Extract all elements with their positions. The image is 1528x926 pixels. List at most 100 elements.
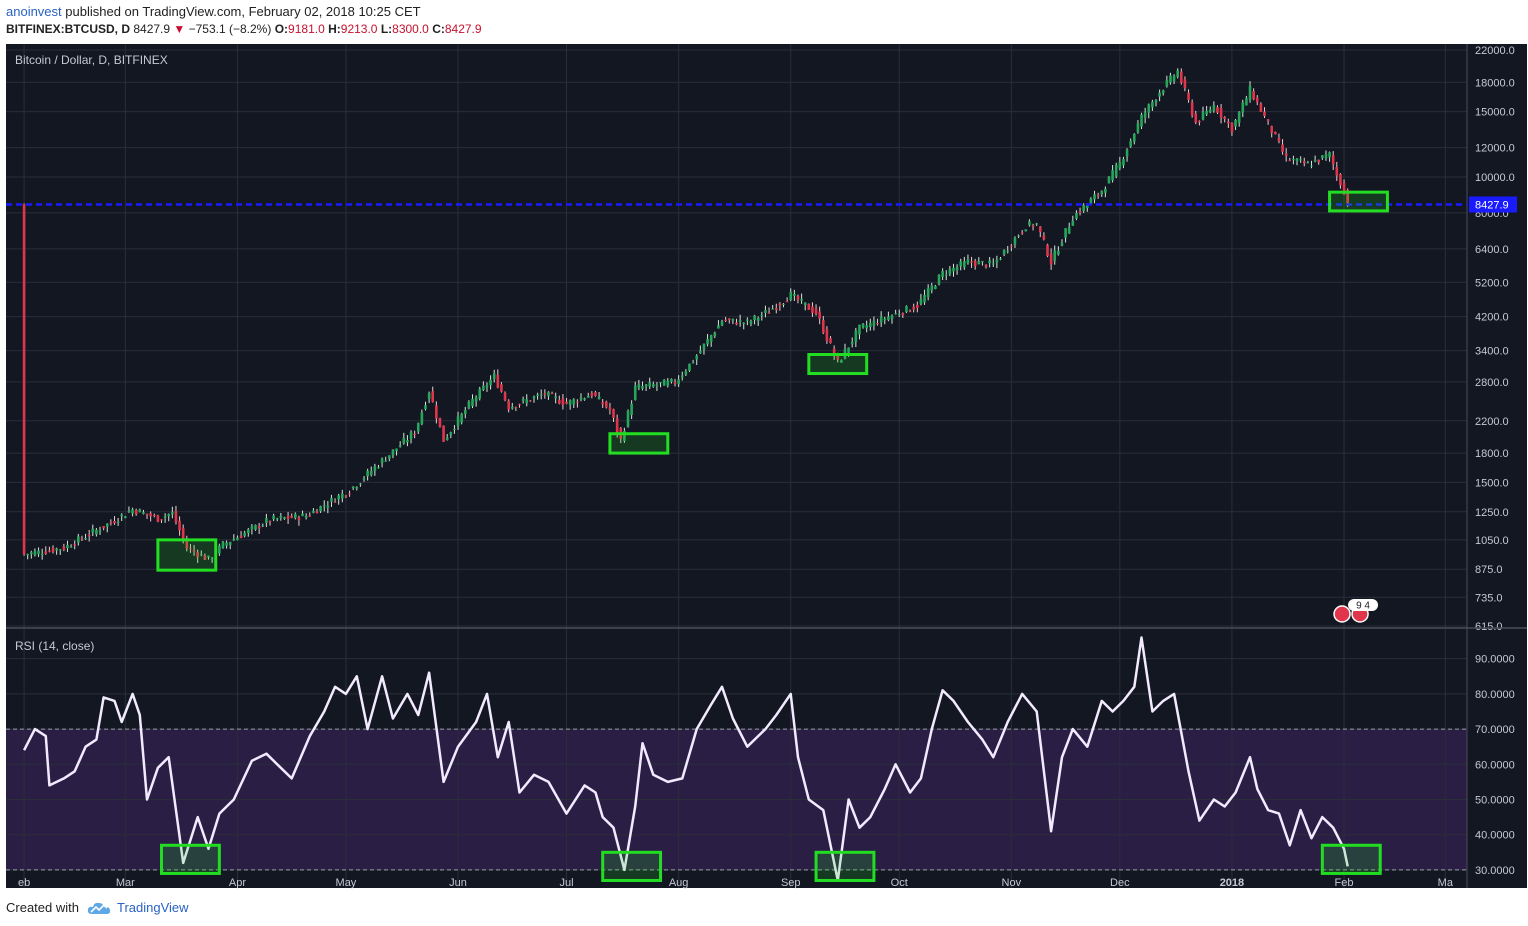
candle-body <box>1107 176 1111 184</box>
tradingview-brand[interactable]: TradingView <box>87 900 189 915</box>
candle-body <box>163 516 167 518</box>
candle-body <box>981 261 984 263</box>
candle-body <box>724 319 727 321</box>
candle-body <box>1075 212 1078 219</box>
candle-body <box>312 510 315 513</box>
candle-body <box>764 310 767 313</box>
rsi-line <box>22 636 1349 882</box>
candle-body <box>919 299 923 304</box>
high-label: H: <box>328 22 341 36</box>
candle-body <box>1006 250 1010 252</box>
candle-body <box>749 320 753 324</box>
candle-body <box>608 407 612 411</box>
candle-body <box>1129 140 1132 147</box>
candle-body <box>829 338 832 344</box>
candle-body <box>1194 113 1198 123</box>
candle-body <box>872 320 876 327</box>
candle-body <box>1317 159 1321 163</box>
rsi-tick-label: 60.0000 <box>1475 759 1515 771</box>
candle-body <box>359 483 362 485</box>
candle-body <box>1118 161 1122 169</box>
candle-body <box>1136 123 1140 133</box>
candle-body <box>1042 235 1046 240</box>
price-rsi-chart[interactable]: eb Mar Apr May Jun Jul Aug Sep Oct Nov Dec 2018 Feb M… <box>0 42 1528 894</box>
candle-body <box>366 470 369 477</box>
candle-body <box>1085 203 1089 208</box>
candle-body <box>445 437 449 440</box>
candle-body <box>124 516 127 519</box>
candle-body <box>1020 232 1024 234</box>
price-tick-label: 2800.0 <box>1475 377 1509 389</box>
price-pane-title: Bitcoin / Dollar, D, BITFINEX <box>15 53 168 67</box>
candle-body <box>362 478 366 480</box>
candle-body <box>420 412 424 424</box>
price-tick-label: 2200.0 <box>1475 416 1509 428</box>
candle-body <box>1067 227 1071 234</box>
candle-body <box>539 394 543 396</box>
x-tick-label: Aug <box>669 877 689 889</box>
candle-body <box>659 382 662 384</box>
candle-body <box>1201 112 1205 120</box>
candle-body <box>1010 245 1013 247</box>
price-tick-label: 875.0 <box>1475 564 1503 576</box>
candle-body <box>1038 226 1042 233</box>
candle-body <box>44 551 48 554</box>
author-link[interactable]: anoinvest <box>6 4 62 19</box>
rsi-highlight-box <box>601 850 663 882</box>
candle-body <box>1172 75 1176 82</box>
candle-body <box>709 335 713 342</box>
x-tick-label: Jun <box>449 877 467 889</box>
candle-body <box>1270 126 1274 133</box>
candle-body <box>149 513 152 517</box>
price-tick-label: 15000.0 <box>1475 107 1515 119</box>
candle-body <box>207 555 210 558</box>
candle-body <box>1281 144 1284 152</box>
candle-body <box>1122 158 1125 166</box>
candle-body <box>680 375 684 378</box>
candle-body <box>492 373 496 380</box>
candle-body <box>1169 75 1172 83</box>
candle-body <box>897 314 901 316</box>
candle-body <box>576 401 579 403</box>
candle-body <box>688 363 691 371</box>
candle-body <box>279 515 283 518</box>
candle-body <box>69 546 73 548</box>
candle-body <box>1064 228 1067 238</box>
candle-body <box>1111 170 1114 181</box>
candle-body <box>901 313 905 316</box>
candle-body <box>1161 90 1165 94</box>
candle-body <box>1288 160 1292 162</box>
last-value: 8427.9 <box>133 22 171 36</box>
candle-body <box>601 402 604 405</box>
candle-body <box>507 400 510 410</box>
rsi-tick-label: 40.0000 <box>1475 830 1515 842</box>
candle-body <box>883 318 887 320</box>
candle-body <box>1151 101 1154 108</box>
candle-body <box>369 470 373 476</box>
candle-body <box>782 303 785 305</box>
rsi-pane-title: RSI (14, close) <box>15 639 94 653</box>
candle-body <box>503 392 507 401</box>
candle-body <box>1324 154 1328 159</box>
candle-body <box>525 399 529 404</box>
rsi-tick-label: 50.0000 <box>1475 794 1515 806</box>
candle-body <box>290 515 293 518</box>
candle-body <box>894 313 897 315</box>
candle-body <box>286 516 290 519</box>
candle-body <box>876 323 879 325</box>
candle-body <box>1096 194 1100 196</box>
open-label: O: <box>274 22 289 36</box>
candle-body <box>550 393 554 395</box>
candle-body <box>254 524 257 530</box>
candle-body <box>1078 211 1082 213</box>
candle-body <box>1328 152 1331 158</box>
candle-body <box>174 510 178 523</box>
candle-body <box>1335 166 1339 176</box>
candle-body <box>196 552 199 558</box>
candle-body <box>959 261 963 267</box>
candle-body <box>102 526 105 529</box>
price-tick-label: 4200.0 <box>1475 312 1509 324</box>
x-tick-label: Feb <box>1335 877 1354 889</box>
candle-body <box>615 418 619 432</box>
candle-body <box>738 320 742 322</box>
